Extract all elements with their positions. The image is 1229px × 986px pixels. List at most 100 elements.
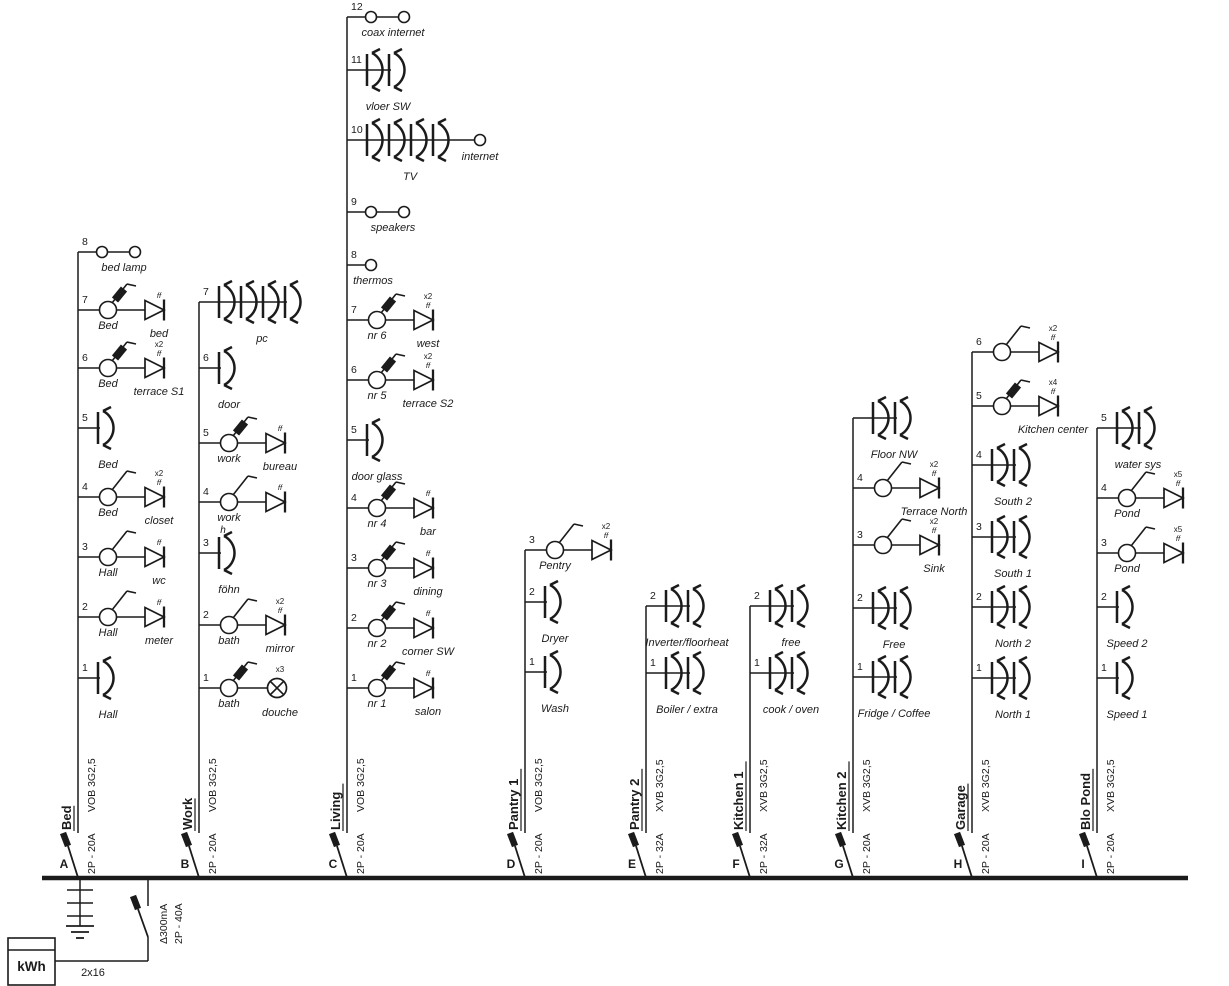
light-point-icon	[144, 357, 166, 379]
wire	[549, 649, 559, 657]
switch-lever	[232, 475, 249, 496]
branch-A-2: 2 Hall ff meter	[78, 590, 174, 647]
socket-outlet-icon	[893, 395, 912, 441]
branch-F-2: 2 free	[750, 583, 809, 649]
circuit-letter: E	[628, 857, 636, 871]
wire	[415, 117, 425, 125]
switch-label: Bed	[98, 320, 118, 332]
switch-contact	[873, 478, 893, 498]
lamp-label: terrace S2	[403, 398, 454, 410]
switch-lever-hook	[1145, 471, 1156, 475]
cable-label: VOB 3G2,5	[355, 758, 367, 812]
wire	[289, 317, 299, 325]
switch-label: nr 4	[368, 518, 387, 530]
wire	[877, 654, 887, 662]
switch-lever	[1005, 325, 1022, 346]
dimmer-flag	[380, 604, 397, 621]
switch-lever-hook	[573, 523, 584, 527]
circuit-name: Pantry 1	[506, 779, 521, 830]
circuit-B: B Work VOB 3G2,5 2P - 20A 7 pc 6 door 5 work ff bur…	[180, 279, 302, 878]
rcd-rating: Δ300mA	[158, 904, 170, 944]
branch-E-2: 2 Inverter/floorheat	[645, 583, 730, 649]
circuit-letter: A	[60, 857, 69, 871]
switch-icon	[98, 590, 137, 627]
lamp-marking: ff	[932, 469, 937, 478]
wire	[102, 443, 112, 451]
switch-contact	[367, 498, 387, 518]
switch-label: bath	[218, 698, 239, 710]
branch-number: 2	[857, 592, 863, 604]
light-point-icon	[413, 557, 435, 579]
wire	[102, 405, 112, 413]
switch-lever	[886, 461, 903, 482]
branch-number: 2	[529, 586, 535, 598]
lamp-label: wc	[152, 575, 166, 587]
wire	[899, 623, 909, 631]
breaker-icon	[59, 831, 79, 878]
switch-icon	[545, 523, 584, 560]
cable-label: VOB 3G2,5	[533, 758, 545, 812]
socket-outlet-icon	[790, 650, 809, 696]
breaker-blade	[514, 845, 526, 878]
dimmer-flag	[111, 286, 128, 303]
branch-C-4: 4 nr 4 ff bar	[347, 481, 437, 538]
wire	[371, 417, 381, 425]
wire	[269, 680, 285, 696]
switch-contact	[367, 678, 387, 698]
switch-lever-hook	[247, 475, 258, 479]
socket-outlet-icon	[96, 405, 115, 451]
light-point-icon	[919, 534, 941, 556]
socket-label: door glass	[352, 471, 403, 483]
light-point-icon	[1163, 487, 1185, 509]
wire	[774, 688, 784, 696]
circuit-name: Garage	[953, 785, 968, 830]
dimmer-flag	[111, 344, 128, 361]
lamp-label: bed	[150, 328, 169, 340]
wire	[899, 654, 909, 662]
socket-label: Speed 1	[1107, 709, 1148, 721]
rcd-rating: 2P - 40A	[173, 903, 185, 944]
wire	[1018, 480, 1028, 488]
switch-lever	[111, 470, 128, 491]
wire	[1018, 552, 1028, 560]
wire	[877, 585, 887, 593]
breaker-blade	[739, 845, 751, 878]
branch-number: 5	[976, 390, 982, 402]
socket-outlet-icon	[990, 442, 1009, 488]
switch-icon	[219, 598, 258, 635]
switch-contact	[367, 310, 387, 330]
lamp-label: mirror	[266, 643, 296, 655]
breaker-blade	[635, 845, 647, 878]
socket-outlet-icon	[283, 279, 302, 325]
lamp-multiplier: x2	[155, 469, 164, 478]
wire	[393, 155, 403, 163]
branch-B-3: 3h föhn	[199, 525, 240, 596]
breaker-flag	[953, 831, 966, 848]
dimmer-flag	[380, 664, 397, 681]
light-point-icon	[265, 491, 287, 513]
switch-lever-hook	[901, 518, 912, 522]
cable-label: XVB 3G2,5	[861, 759, 873, 812]
socket-outlet-icon	[217, 279, 236, 325]
socket-outlet-icon	[365, 47, 384, 93]
switch-lever-hook	[247, 661, 258, 665]
breaker-icon	[834, 831, 854, 878]
branch-C-2: 2 nr 2 ff corner SW	[347, 601, 456, 658]
socket-outlet-icon	[1012, 584, 1031, 630]
wire	[877, 692, 887, 700]
lamp-marking: ff	[278, 606, 283, 615]
wire	[996, 655, 1006, 663]
branch-number: 5	[1101, 412, 1107, 424]
socket-outlet-icon	[990, 514, 1009, 560]
branch-E-1: 1 Boiler / extra	[646, 650, 718, 716]
wire	[670, 583, 680, 591]
switch-lever-hook	[395, 541, 406, 545]
socket-outlet-icon	[1115, 655, 1134, 701]
switch-lever	[111, 530, 128, 551]
switch-label: Pentry	[539, 560, 572, 572]
branch-G-1: 1 Fridge / Coffee	[853, 654, 930, 720]
light-point-icon	[413, 309, 435, 331]
lamp-marking: ff	[932, 526, 937, 535]
switch-lever-hook	[395, 661, 406, 665]
